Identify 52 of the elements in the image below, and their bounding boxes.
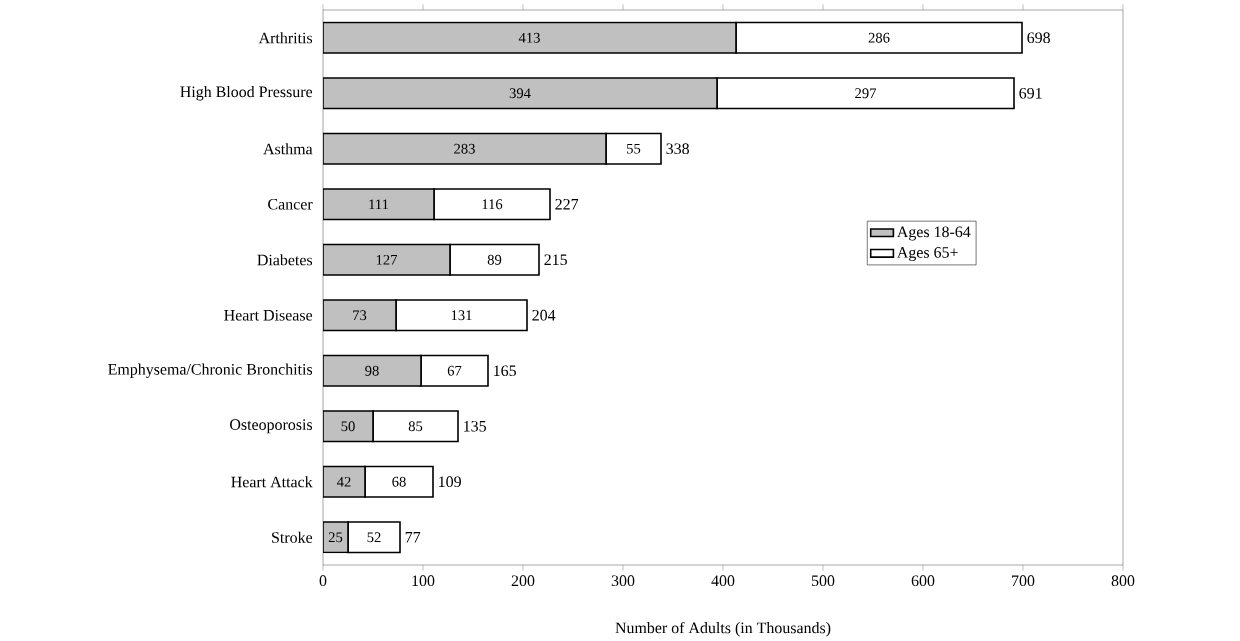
data-label: 131 — [451, 310, 472, 321]
y-tick-label: Heart Attack — [231, 476, 313, 488]
data-label: 286 — [868, 32, 890, 43]
total-label: 77 — [405, 532, 421, 543]
data-label: 89 — [487, 254, 502, 265]
y-tick-label: Cancer — [268, 198, 313, 210]
data-label: 394 — [509, 88, 531, 99]
data-label: 116 — [482, 199, 503, 210]
x-tick-label: 200 — [511, 575, 535, 587]
total-label: 165 — [494, 365, 516, 377]
data-label: 25 — [328, 532, 343, 543]
legend-label: Ages 65+ — [897, 247, 958, 262]
data-label: 297 — [855, 88, 877, 99]
y-tick-label: Emphysema/Chronic Bronchitis — [108, 363, 313, 379]
y-tick-label: Osteoporosis — [230, 419, 313, 434]
y-tick-label: Diabetes — [257, 254, 313, 266]
data-label: 127 — [376, 254, 398, 265]
data-label: 283 — [454, 143, 475, 154]
y-tick-label: Heart Disease — [224, 309, 313, 321]
total-label: 109 — [439, 476, 461, 488]
total-label: 338 — [666, 143, 689, 155]
data-label: 55 — [627, 143, 641, 154]
y-tick-label: Arthritis — [258, 32, 313, 44]
x-tick-label: 600 — [911, 575, 935, 587]
x-axis-title: Number of Adults (in Thousands) — [615, 621, 831, 637]
data-label: 68 — [392, 476, 406, 487]
total-label: 691 — [1019, 87, 1042, 99]
x-tick-label: 300 — [611, 575, 635, 587]
x-tick-label: 800 — [1111, 575, 1135, 587]
data-label: 52 — [367, 532, 381, 543]
data-label: 413 — [518, 32, 540, 43]
x-tick-label: 0 — [319, 575, 327, 587]
total-label: 215 — [544, 254, 567, 266]
data-label: 111 — [369, 199, 389, 210]
total-label: 135 — [464, 420, 486, 432]
x-tick-label: 100 — [412, 575, 435, 587]
total-label: 227 — [555, 198, 579, 210]
data-label: 98 — [365, 365, 379, 376]
data-label: 67 — [447, 365, 462, 376]
y-tick-label: Stroke — [272, 531, 313, 543]
data-label: 50 — [341, 421, 355, 432]
data-label: 85 — [408, 421, 423, 432]
x-tick-label: 700 — [1012, 575, 1035, 587]
total-label: 698 — [1027, 32, 1050, 44]
x-tick-label: 500 — [811, 575, 835, 587]
total-label: 204 — [532, 309, 556, 321]
y-tick-label: Asthma — [263, 143, 313, 155]
x-tick-label: 400 — [711, 575, 735, 587]
data-label: 42 — [336, 476, 351, 487]
data-label: 73 — [353, 310, 367, 321]
y-tick-label: High Blood Pressure — [180, 86, 313, 101]
legend-label: Ages 18-64 — [897, 226, 971, 241]
